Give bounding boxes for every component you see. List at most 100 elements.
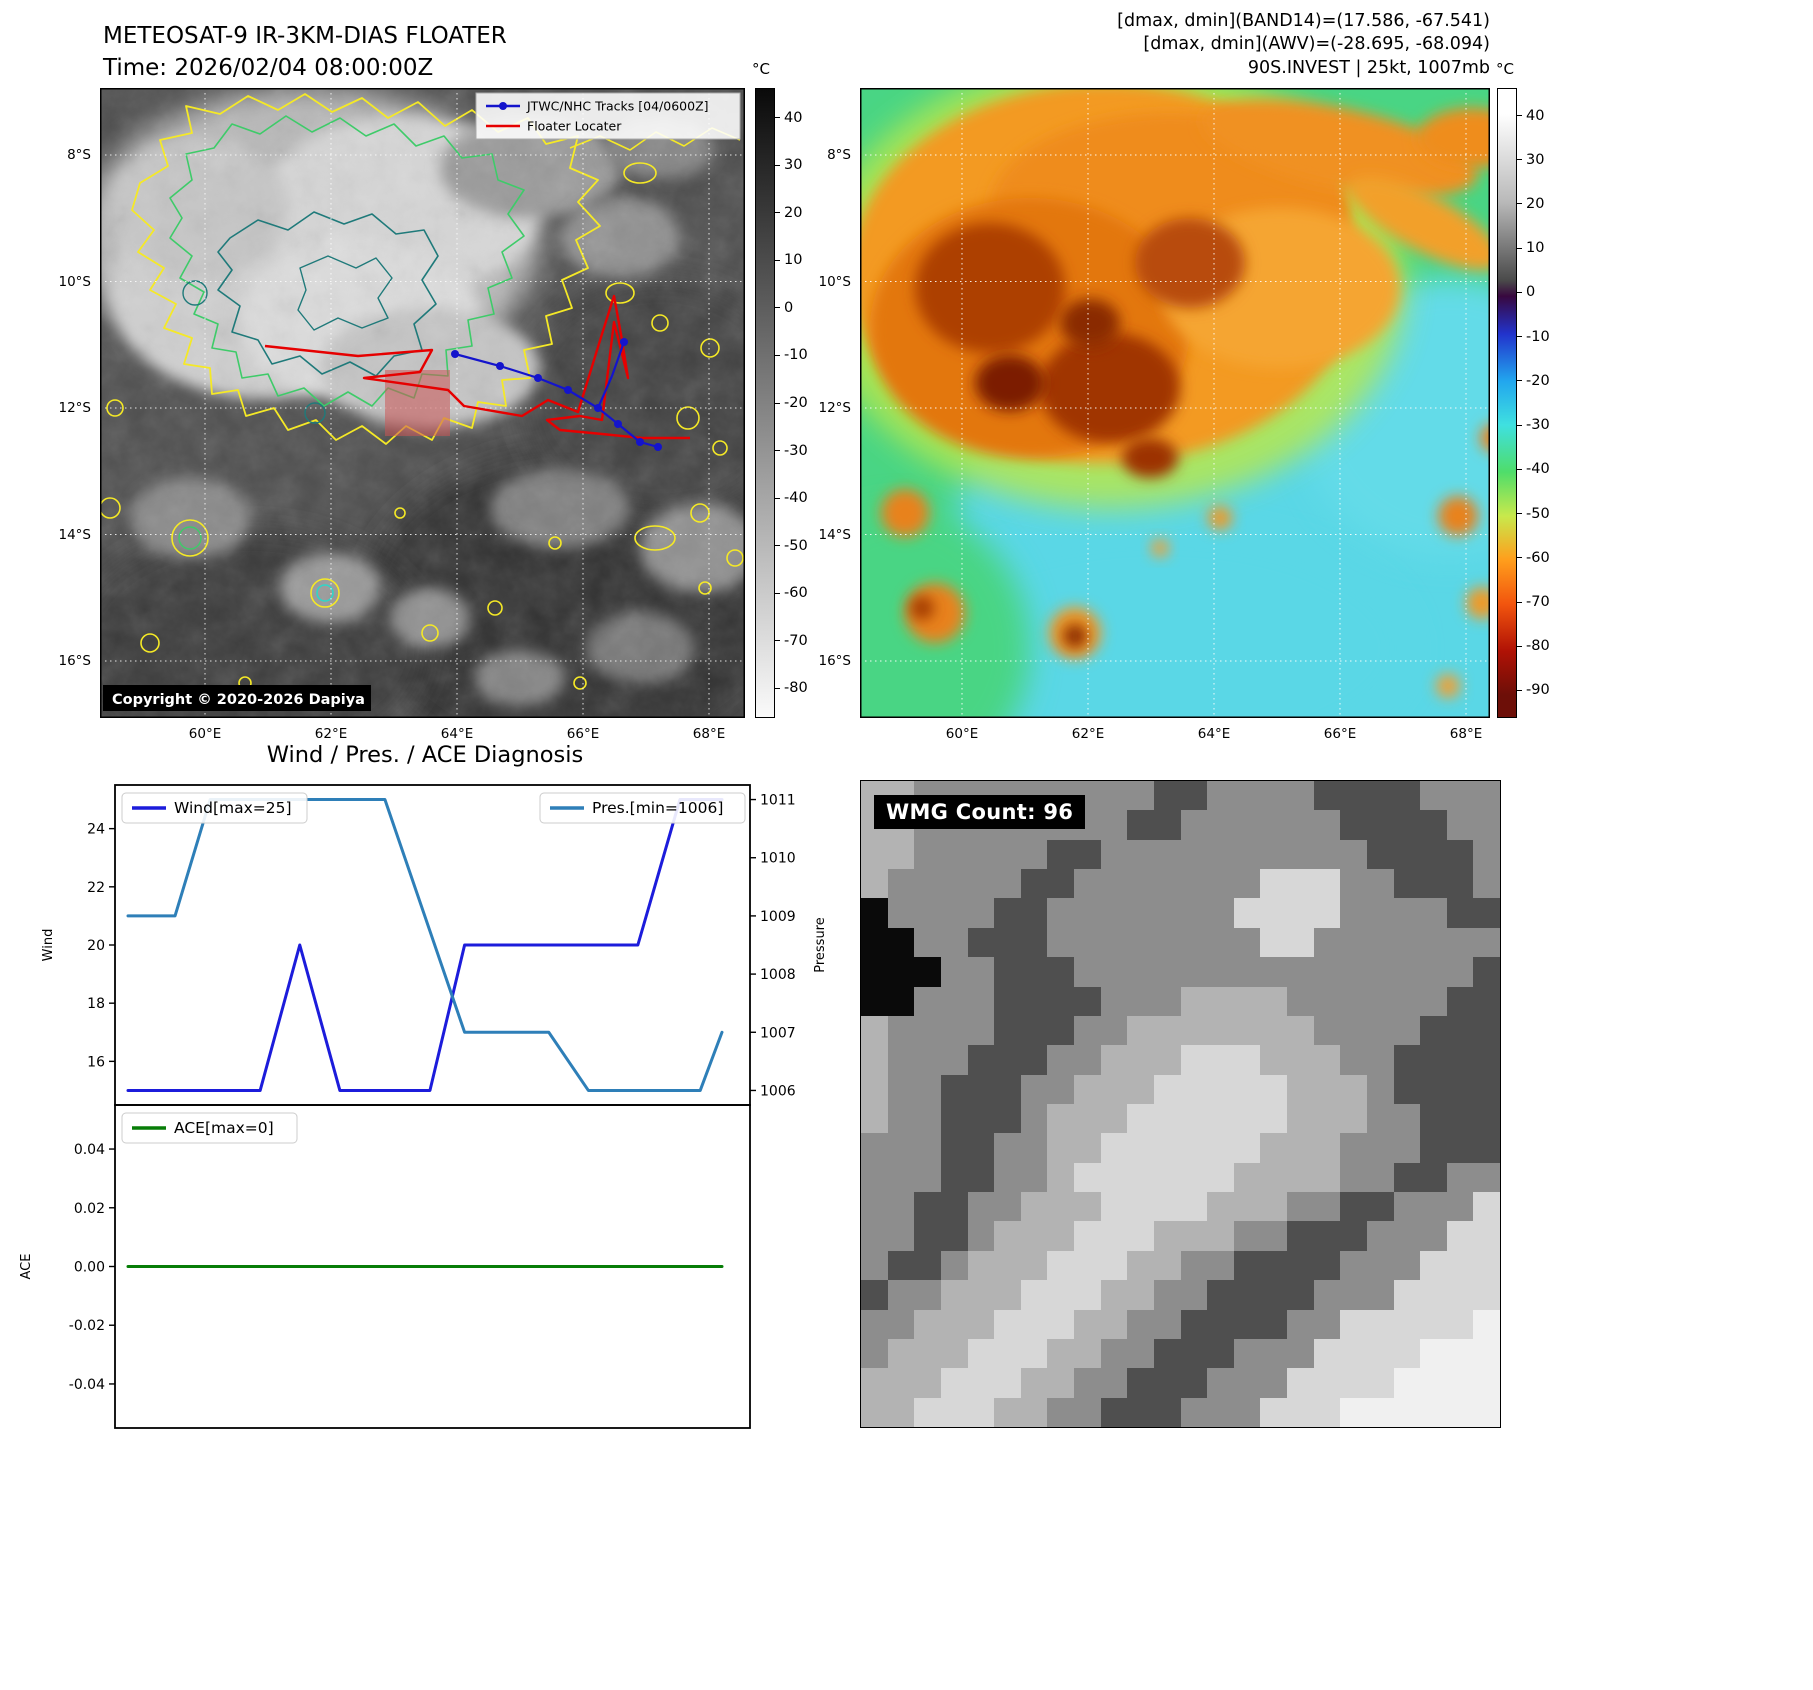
wmg-pixel [1233,839,1261,870]
wmg-pixel [1020,1015,1048,1046]
wmg-pixel [1207,1133,1234,1163]
wmg-pixel [1366,810,1394,840]
wmg-pixel [1473,869,1500,899]
wmg-pixel [1313,1309,1341,1339]
wmg-pixel [1127,810,1154,840]
wmg-pixel [940,1309,968,1339]
wmg-pixel [1340,1015,1367,1046]
wmg-pixel [1420,1045,1447,1075]
awv-colorbar: 40 30 20 10 0 -10 -20 -30 -40 -50 -60 -70 -80 -90 [1497,88,1550,718]
wmg-pixel [1100,927,1128,958]
wmg-pixel [994,839,1021,870]
wmg-pixel [1100,1162,1128,1193]
wmg-pixel [994,1309,1021,1339]
wmg-pixel [1260,869,1287,899]
wmg-pixel [887,1309,915,1339]
wmg-pixel [1100,1133,1128,1163]
wmg-pixel [1340,1397,1367,1427]
wmg-pixel [1366,1221,1394,1251]
colorbar-tick-mark [1516,513,1522,515]
wmg-pixel [914,1309,941,1339]
wmg-pixel [1340,1162,1367,1193]
wmg-pixel [1180,869,1208,899]
wmg-pixel [1366,1280,1394,1310]
wmg-pixel [1074,957,1101,987]
floater-target-box [385,370,450,436]
wmg-pixel [914,1074,941,1104]
wmg-pixel [1233,898,1261,928]
wmg-pixel [1446,957,1474,987]
wmg-pixel [1473,781,1500,811]
wmg-pixel [1020,869,1048,899]
wmg-pixel [994,957,1021,987]
wmg-pixel [887,898,915,928]
wmg-pixel [914,1103,941,1134]
wmg-pixel [940,986,968,1016]
lon-tick-label: 68°E [1449,726,1483,742]
colorbar-tick-mark [1516,115,1522,117]
awv-panel-header: [dmax, dmin](BAND14)=(17.586, -67.541) [… [1117,10,1490,80]
wmg-pixel [967,957,995,987]
wmg-pixel [861,1338,888,1369]
wmg-pixel [1287,869,1314,899]
colorbar-tick-mark [1516,645,1522,647]
colorbar-tick-mark [774,450,780,452]
wmg-pixel [1207,810,1234,840]
wmg-pixel [1180,1221,1208,1251]
copyright-text: Copyright © 2020-2026 Dapiya [112,692,365,708]
wmg-pixel [1340,1250,1367,1281]
wmg-pixel [967,839,995,870]
wmg-pixel [1260,781,1287,811]
lat-tick-label: 10°S [818,273,852,290]
ace-axis-label: ACE [19,1254,34,1280]
wmg-pixel [914,1221,941,1251]
wmg-pixel [967,1045,995,1075]
wmg-pixel [1100,839,1128,870]
wmg-pixel [1340,1221,1367,1251]
wmg-pixel [1074,1221,1101,1251]
wmg-pixel [1074,1162,1101,1193]
wmg-pixel [1313,1162,1341,1193]
wmg-pixel [994,1192,1021,1222]
wmg-pixel [1233,1045,1261,1075]
diagnosis-chart: 16 18 20 22 24 1006 1007 1008 1009 1010 1011 0.04 0.… [19,784,828,1429]
wmg-pixel [1446,869,1474,899]
wmg-pixel [1233,1368,1261,1398]
wmg-pixel [1153,1221,1181,1251]
wmg-pixel [1313,1397,1341,1427]
wmg-pixel [1180,898,1208,928]
wmg-pixel [1233,1103,1261,1134]
wmg-pixel [914,1162,941,1193]
wmg-pixel [1393,1103,1421,1134]
wind-tick-label: 22 [87,880,105,896]
wmg-pixel [1020,986,1048,1016]
wmg-pixel [861,1309,888,1339]
wmg-pixel [887,839,915,870]
wmg-pixel [1260,810,1287,840]
wmg-pixel [1393,927,1421,958]
colorbar-tick-mark [774,354,780,356]
wmg-pixel [1074,1368,1101,1398]
wmg-pixel [1393,781,1421,811]
wmg-pixel [861,1045,888,1075]
wmg-pixel [1473,839,1500,870]
colorbar-tick-mark [774,259,780,261]
wmg-pixel [1180,1309,1208,1339]
wmg-pixel [940,1338,968,1369]
wmg-pixel [1313,1280,1341,1310]
wmg-pixel [1207,781,1234,811]
wmg-pixel [1260,898,1287,928]
wmg-pixel [887,1133,915,1163]
colorbar-tick-mark [1516,380,1522,382]
wmg-pixel [914,1280,941,1310]
awv-satellite-map [860,88,1490,718]
wmg-pixel [1366,1162,1394,1193]
wmg-pixel [1340,1280,1367,1310]
ace-tick-label: -0.02 [69,1318,105,1334]
wmg-pixel [1100,810,1128,840]
wmg-pixel [887,1074,915,1104]
wmg-pixel [1313,869,1341,899]
wmg-pixel [1100,1280,1128,1310]
wind-tick-label: 18 [87,996,105,1012]
wmg-pixel [1446,1309,1474,1339]
